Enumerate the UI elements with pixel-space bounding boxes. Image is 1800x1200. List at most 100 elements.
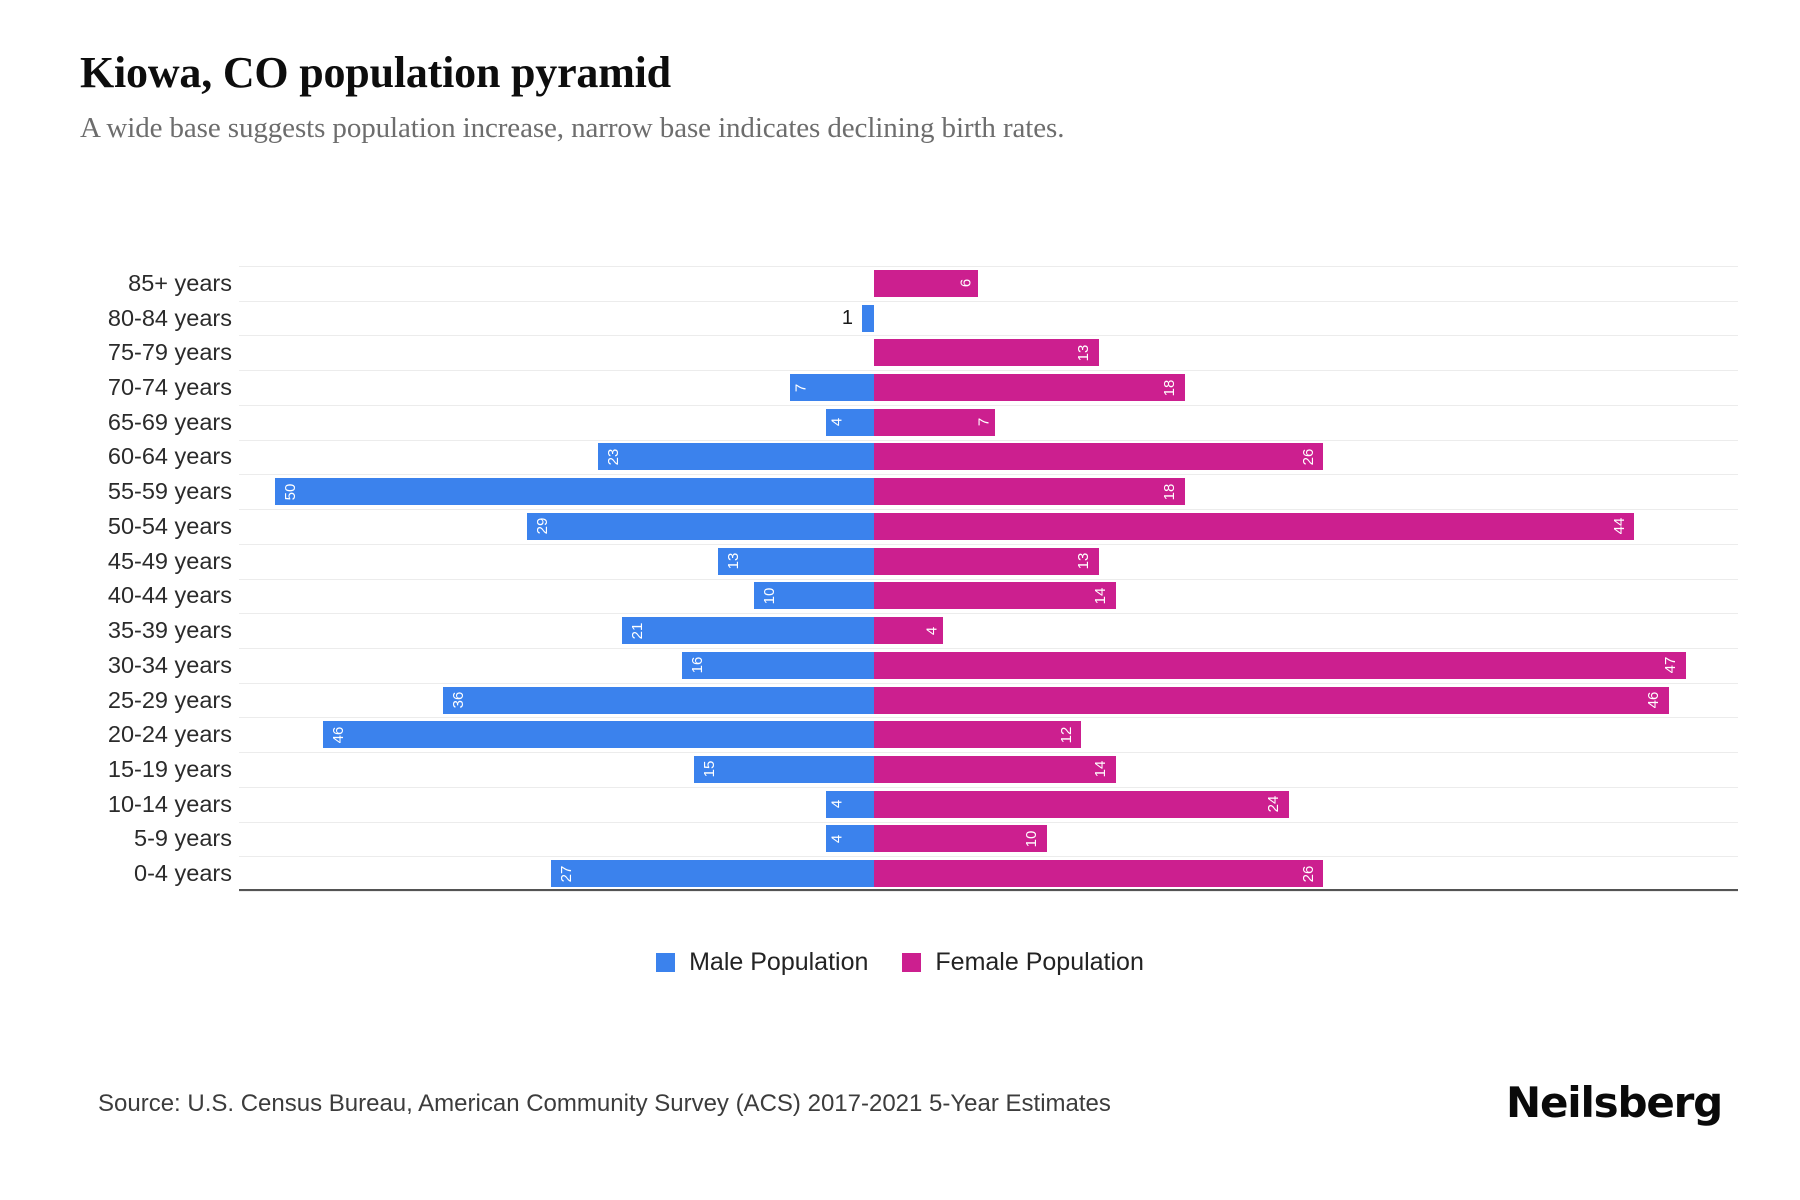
gridline	[239, 335, 1738, 336]
chart-header: Kiowa, CO population pyramid A wide base…	[80, 48, 1720, 146]
female-bar-value: 26	[1299, 865, 1317, 882]
female-bar-value: 24	[1264, 795, 1282, 813]
male-bar[interactable]: 50	[274, 478, 874, 506]
female-bar-value: 4	[923, 626, 941, 635]
female-bar[interactable]: 13	[874, 339, 1099, 367]
male-bar[interactable]: 4	[826, 790, 874, 818]
y-axis-label: 5-9 years	[134, 825, 232, 852]
y-axis-label: 10-14 years	[107, 790, 232, 817]
female-bar-value: 46	[1645, 691, 1663, 709]
male-bar-value: 1	[841, 307, 854, 330]
female-bar[interactable]: 13	[874, 547, 1099, 575]
male-bar-value: 36	[449, 691, 467, 709]
female-bar[interactable]: 26	[874, 860, 1324, 888]
male-bar[interactable]: 4	[826, 408, 874, 436]
female-bar-value: 13	[1074, 552, 1092, 570]
legend-item[interactable]: Female Population	[902, 948, 1144, 977]
y-axis-label: 75-79 years	[107, 339, 232, 366]
male-bar[interactable]: 13	[718, 547, 874, 575]
legend-item[interactable]: Male Population	[656, 948, 868, 977]
pyramid-row: 6	[239, 266, 1738, 301]
male-bar-value: 50	[281, 483, 299, 501]
female-bar-value: 12	[1057, 726, 1075, 744]
y-axis-labels: 85+ years 80-84 years 75-79 years 70-74 yea…	[0, 266, 232, 891]
pyramid-row: 13 13	[239, 544, 1738, 579]
gridline	[239, 717, 1738, 718]
chart-legend: Male Population Female Population	[0, 948, 1800, 977]
male-bar[interactable]: 4	[826, 825, 874, 853]
male-bar[interactable]: 7	[790, 374, 874, 402]
pyramid-row: 50 18	[239, 474, 1738, 509]
male-bar[interactable]: 27	[550, 860, 874, 888]
pyramid-row: 13	[239, 335, 1738, 370]
male-bar[interactable]: 10	[754, 582, 874, 610]
female-bar-value: 44	[1610, 518, 1628, 535]
male-bar[interactable]: 16	[682, 651, 874, 679]
male-bar-value: 46	[329, 726, 347, 744]
gridline	[239, 752, 1738, 753]
female-bar[interactable]: 26	[874, 443, 1324, 471]
female-bar-value: 14	[1092, 587, 1110, 605]
female-bar[interactable]: 4	[874, 617, 944, 645]
male-bar-value: 21	[629, 622, 647, 639]
male-bar[interactable]: 36	[442, 686, 874, 714]
gridline	[239, 613, 1738, 614]
pyramid-row: 15 14	[239, 752, 1738, 787]
male-bar[interactable]: 29	[526, 512, 874, 540]
male-swatch	[656, 953, 676, 972]
pyramid-row: 23 26	[239, 439, 1738, 474]
female-bar[interactable]: 6	[874, 269, 978, 297]
female-bar[interactable]: 12	[874, 721, 1082, 749]
female-bar[interactable]: 14	[874, 582, 1116, 610]
source-note: Source: U.S. Census Bureau, American Com…	[98, 1090, 1111, 1117]
male-bar-value: 23	[605, 448, 623, 466]
y-axis-label: 35-39 years	[107, 617, 232, 644]
pyramid-row: 10 14	[239, 578, 1738, 613]
y-axis-label: 15-19 years	[107, 755, 232, 782]
male-bar[interactable]: 46	[322, 721, 874, 749]
gridline	[239, 856, 1738, 857]
female-bar[interactable]: 18	[874, 374, 1186, 402]
male-bar[interactable]: 23	[598, 443, 874, 471]
male-bar-value: 15	[701, 761, 719, 778]
female-bar-value: 14	[1092, 761, 1110, 778]
male-bar[interactable]: 21	[622, 617, 874, 645]
female-bar[interactable]: 14	[874, 755, 1116, 783]
female-bar[interactable]: 47	[874, 651, 1687, 679]
female-bar-value: 47	[1662, 656, 1680, 674]
gridline	[239, 266, 1738, 267]
male-bar-value: 4	[828, 800, 846, 809]
female-bar-value: 26	[1299, 448, 1317, 466]
chart-footer: Source: U.S. Census Bureau, American Com…	[0, 1078, 1800, 1148]
y-axis-label: 50-54 years	[107, 512, 232, 539]
female-bar[interactable]: 10	[874, 825, 1047, 853]
male-bar-value: 16	[689, 656, 707, 674]
female-bar[interactable]: 24	[874, 790, 1289, 818]
y-axis-label: 20-24 years	[107, 721, 232, 748]
female-bar[interactable]: 44	[874, 512, 1635, 540]
pyramid-row: 4 10	[239, 821, 1738, 856]
y-axis-label: 70-74 years	[107, 374, 232, 401]
gridline	[239, 474, 1738, 475]
gridline	[239, 405, 1738, 406]
female-bar[interactable]: 46	[874, 686, 1669, 714]
y-axis-label: 30-34 years	[107, 651, 232, 678]
y-axis-label: 25-29 years	[107, 686, 232, 713]
male-bar[interactable]: 15	[694, 755, 874, 783]
gridline	[239, 579, 1738, 580]
pyramid-row: 29 44	[239, 509, 1738, 544]
page-title: Kiowa, CO population pyramid	[80, 48, 671, 97]
female-bar[interactable]: 18	[874, 478, 1186, 506]
y-axis-label: 85+ years	[128, 269, 232, 296]
male-bar[interactable]: 1	[842, 304, 874, 332]
legend-label: Male Population	[689, 948, 869, 976]
female-bar[interactable]: 7	[874, 408, 995, 436]
male-bar-value: 27	[557, 865, 575, 882]
male-bar-value: 13	[725, 552, 743, 570]
x-axis-baseline	[239, 889, 1738, 891]
pyramid-row: 4 24	[239, 787, 1738, 822]
gridline	[239, 891, 1738, 892]
y-axis-label: 0-4 years	[134, 860, 232, 887]
female-bar-value: 18	[1161, 379, 1179, 396]
pyramid-row: 21 4	[239, 613, 1738, 648]
